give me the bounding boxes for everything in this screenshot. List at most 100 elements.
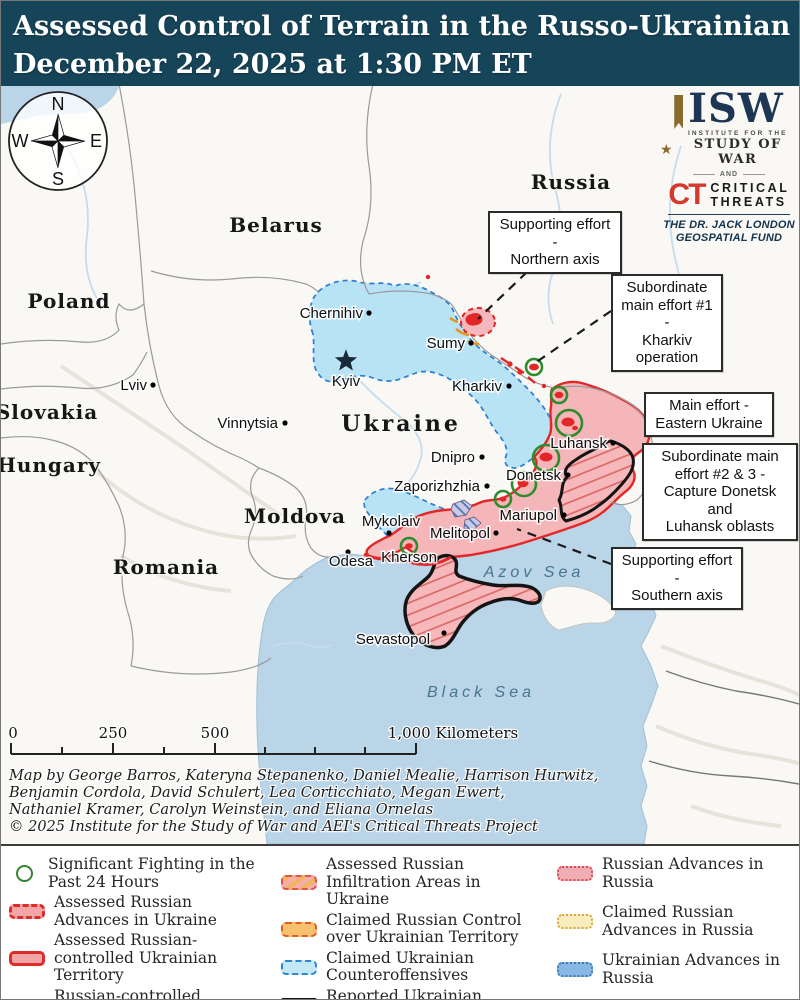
isw-institute-line2: STUDY OF WAR	[693, 137, 782, 167]
partisan-warfare-swatch	[281, 997, 317, 999]
city-dot-chernihiv	[366, 310, 372, 316]
scale-0: 0	[8, 724, 18, 742]
critical-threats-ct-mark: CT	[668, 178, 706, 211]
city-label-vinnytsia: Vinnytsia	[217, 415, 278, 432]
callout-line: Southern axis	[631, 587, 723, 604]
credit-line-2: Benjamin Cordola, David Schulert, Lea Co…	[8, 785, 505, 801]
legend-label: Ukrainian Advances in Russia	[602, 951, 780, 987]
city-labels: Chernihiv Sumy Kharkiv Lviv Vinnytsia Dn…	[119, 304, 609, 650]
city-label-zaporizhzhia: Zaporizhzhia	[394, 478, 481, 495]
russian-controlled-swatch	[9, 950, 45, 966]
callout-line: Luhansk oblasts	[665, 518, 775, 535]
partisan-warfare-areas	[450, 499, 482, 531]
infiltration-swatch	[281, 874, 317, 890]
critical-threats-line1: CRITICAL	[710, 181, 790, 195]
country-label-ukraine: Ukraine	[341, 411, 461, 437]
callout-line: effort #2 & 3 -	[674, 465, 766, 483]
donbas-pre2022-area	[557, 439, 635, 523]
compass-s: S	[52, 169, 64, 189]
legend-item-ukrainian-advances-russia: Ukrainian Advances in Russia	[557, 951, 799, 987]
scale-bar: 0 250 500 1,000 Kilometers	[7, 723, 519, 755]
legend-item-infiltration: Assessed Russian Infiltration Areas in U…	[281, 855, 557, 909]
country-borders	[1, 86, 799, 785]
city-dot-zaporizhzhia	[484, 483, 490, 489]
callout-line: Subordinate	[626, 279, 708, 296]
crimea-pre2022-area	[403, 553, 542, 650]
legend-item-russian-controlled: Assessed Russian-controlled Ukrainian Te…	[9, 931, 281, 985]
credit-line-3: Nathaniel Kramer, Carolyn Weinstein, and…	[8, 802, 433, 818]
city-dot-sumy	[468, 340, 474, 346]
city-label-luhansk: Luhansk	[550, 435, 607, 452]
city-dot-kharkiv	[506, 383, 512, 389]
callout-donetsk-luhansk: Subordinate main effort #2 & 3 - Capture…	[642, 443, 798, 541]
city-label-melitopol: Melitopol	[430, 525, 490, 542]
claimed-counteroffensives-swatch	[281, 959, 317, 975]
legend-label: Significant Fighting in the Past 24 Hour…	[48, 855, 255, 891]
terrain-shading	[59, 364, 799, 828]
city-label-chernihiv: Chernihiv	[300, 305, 364, 322]
claimed-russian-advances-russia-swatch	[557, 914, 593, 929]
compass-e: E	[90, 131, 102, 151]
logo-and-text: AND	[719, 171, 739, 178]
legend-item-pre2022: Russian-controlled Ukrainian Territory b…	[9, 987, 281, 999]
country-label-belarus: Belarus	[229, 213, 323, 237]
city-dot-sevastopol	[441, 630, 447, 636]
callout-line: Northern axis	[510, 251, 600, 268]
callout-line: operation	[635, 349, 699, 366]
scale-250: 250	[99, 724, 128, 742]
map-legend: Significant Fighting in the Past 24 Hour…	[1, 844, 799, 1000]
country-labels: Russia Belarus Poland Slovakia Hungary R…	[1, 169, 612, 581]
country-label-hungary: Hungary	[1, 453, 101, 477]
scale-1000: 1,000 Kilometers	[388, 724, 518, 742]
callout-main-effort-east: Main effort - Eastern Ukraine	[644, 392, 774, 437]
sea-labels: Azov Sea Black Sea	[427, 564, 584, 701]
country-label-moldova: Moldova	[244, 504, 346, 528]
legend-label: Assessed Russian-controlled Ukrainian Te…	[54, 931, 218, 984]
sea-label-azov: Azov Sea	[483, 564, 584, 581]
legend-label: Assessed Russian Infiltration Areas in U…	[326, 855, 481, 908]
legend-item-claimed-counteroffensives: Claimed Ukrainian Counteroffensives	[281, 949, 557, 985]
city-label-mariupol: Mariupol	[499, 507, 557, 524]
credit-line-4: © 2025 Institute for the Study of War an…	[9, 819, 538, 835]
city-dot-mykolaiv	[386, 530, 392, 536]
pre-2022-occupied-areas	[403, 439, 635, 650]
isw-wordmark: ISW	[688, 85, 784, 132]
credit-line-1: Map by George Barros, Kateryna Stepanenk…	[8, 768, 598, 784]
city-label-mykolaiv: Mykolaiv	[362, 513, 421, 530]
callout-line: Capture Donetsk and	[663, 483, 777, 518]
legend-column-3: Russian Advances in Russia Claimed Russi…	[557, 854, 799, 999]
ukrainian-advances-russia-swatch	[557, 962, 593, 977]
kyiv-capital-star	[334, 349, 358, 371]
compass-n: N	[52, 94, 65, 114]
legend-item-russian-advances-russia: Russian Advances in Russia	[557, 855, 799, 891]
isw-institute-line1: INSTITUTE FOR THE	[687, 130, 788, 137]
country-label-russia: Russia	[531, 170, 611, 194]
fund-line1: THE DR. JACK LONDON	[663, 219, 795, 231]
legend-label: Reported Ukrainian Partisan Warfare	[326, 986, 482, 1000]
callout-line: Kharkiv	[641, 331, 693, 349]
legend-label: Claimed Russian Advances in Russia	[602, 903, 754, 939]
city-dot-mariupol	[561, 512, 567, 518]
map-credits: Map by George Barros, Kateryna Stepanenk…	[7, 767, 600, 837]
callout-line: Subordinate main	[661, 448, 779, 465]
country-label-romania: Romania	[113, 555, 219, 579]
city-label-sevastopol: Sevastopol	[356, 631, 430, 648]
legend-label: Assessed Russian Advances in Ukraine	[54, 893, 217, 929]
significant-fighting-swatch	[16, 865, 33, 882]
city-label-lviv: Lviv	[120, 377, 147, 394]
map-title-banner: Assessed Control of Terrain in the Russo…	[1, 1, 799, 86]
compass-w: W	[12, 131, 29, 151]
isw-ct-logo: ISW ★ INSTITUTE FOR THE STUDY OF WAR AND…	[660, 89, 798, 245]
city-label-odesa: Odesa	[329, 553, 374, 570]
isw-ribbon-icon	[674, 95, 684, 129]
city-label-kyiv: Kyiv	[332, 373, 361, 390]
country-label-slovakia: Slovakia	[1, 400, 98, 424]
city-dot-melitopol	[493, 530, 499, 536]
city-label-kharkiv: Kharkiv	[452, 378, 503, 395]
map-canvas: Russia Belarus Poland Slovakia Hungary R…	[1, 86, 799, 844]
callout-line: Supporting effort -	[499, 216, 611, 251]
callout-line: Supporting effort -	[621, 552, 733, 587]
legend-item-claimed-russian-advances-russia: Claimed Russian Advances in Russia	[557, 903, 799, 939]
logo-divider	[668, 214, 790, 215]
